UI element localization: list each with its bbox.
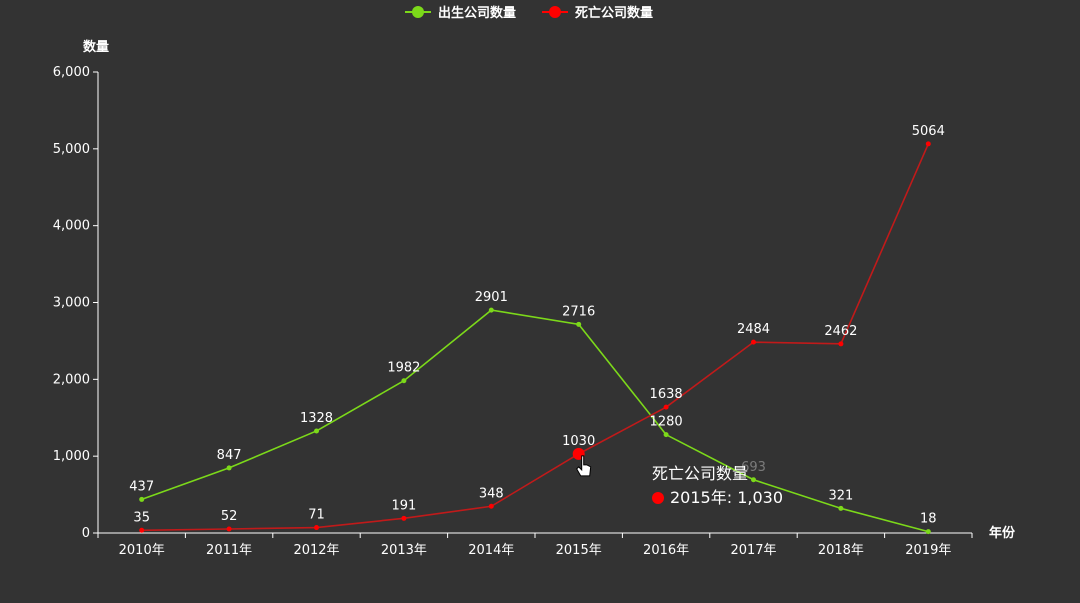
chart-tooltip: 死亡公司数量 2015年: 1,030 (644, 460, 791, 512)
chart-axes: 0 1,000 2,000 3,000 4,000 5,000 6,000 2010年 2011… (53, 65, 973, 558)
data-point[interactable] (576, 321, 582, 327)
data-point[interactable] (401, 378, 407, 384)
data-label: 693 (741, 460, 766, 475)
data-label: 2462 (824, 324, 857, 339)
x-axis-title: 年份 (989, 525, 1016, 541)
data-label: 5064 (912, 124, 945, 139)
x-tick-label: 2013年 (381, 543, 427, 558)
data-point[interactable] (139, 496, 145, 502)
tooltip-row: 2015年: 1,030 (652, 486, 783, 510)
data-point[interactable] (838, 341, 844, 347)
y-tick-label: 0 (82, 526, 90, 541)
data-point[interactable] (751, 339, 756, 345)
legend-label: 死亡公司数量 (575, 5, 653, 21)
y-tick-label: 1,000 (53, 449, 90, 464)
data-label: 52 (221, 509, 238, 524)
data-label: 437 (129, 479, 154, 494)
data-label: 35 (133, 510, 150, 525)
data-point[interactable] (663, 404, 669, 410)
x-tick-label: 2014年 (468, 543, 514, 558)
legend-item[interactable]: 出生公司数量 (405, 5, 516, 21)
data-point[interactable] (925, 141, 931, 147)
series-1 (139, 141, 931, 533)
legend-label: 出生公司数量 (438, 5, 516, 21)
tooltip-value: 2015年: 1,030 (670, 488, 784, 507)
y-axis-title: 数量 (83, 39, 109, 55)
data-label: 348 (479, 486, 504, 501)
data-point[interactable] (226, 465, 232, 471)
y-tick-label: 2,000 (53, 372, 90, 387)
data-point[interactable] (663, 432, 669, 438)
x-tick-label: 2017年 (730, 543, 776, 558)
x-tick-label: 2019年 (905, 543, 951, 558)
tooltip-title: 死亡公司数量 (652, 464, 749, 483)
data-label: 191 (391, 498, 416, 513)
legend-circle-icon (412, 6, 424, 18)
hand-cursor-icon (576, 455, 592, 477)
x-tick-label: 2015年 (556, 543, 602, 558)
data-point[interactable] (925, 529, 931, 535)
y-tick-label: 4,000 (53, 219, 90, 234)
legend-item[interactable]: 死亡公司数量 (542, 5, 653, 21)
y-tick-label: 3,000 (53, 296, 90, 311)
data-point[interactable] (401, 515, 407, 521)
cursor-layer (576, 455, 592, 477)
x-tick-label: 2018年 (818, 543, 864, 558)
data-label: 321 (828, 488, 853, 503)
chart-legend[interactable]: 出生公司数量 死亡公司数量 (405, 5, 653, 21)
data-label: 2484 (737, 322, 770, 337)
y-tick-label: 5,000 (53, 142, 90, 157)
x-tick-label: 2011年 (206, 543, 252, 558)
data-label: 2901 (475, 290, 508, 305)
data-point[interactable] (488, 307, 494, 313)
x-tick-label: 2012年 (293, 543, 339, 558)
x-tick-label: 2016年 (643, 543, 689, 558)
series-layer (139, 141, 931, 535)
x-tick-label: 2010年 (119, 543, 165, 558)
data-label: 1328 (300, 411, 333, 426)
data-label: 71 (308, 508, 325, 523)
data-label: 1982 (387, 361, 420, 376)
data-labels-layer: 437 847 1328 1982 2901 2716 1280 693 321 18 35 52 71… (129, 124, 945, 527)
y-tick-label: 6,000 (53, 65, 90, 80)
data-point[interactable] (314, 525, 319, 531)
data-label: 1638 (650, 387, 683, 402)
data-label: 1030 (562, 434, 595, 449)
data-label: 2716 (562, 304, 595, 319)
data-point[interactable] (139, 527, 145, 533)
data-point[interactable] (751, 477, 756, 483)
series-line (141, 309, 929, 533)
data-point[interactable] (314, 428, 319, 434)
series-line (141, 143, 930, 532)
data-point[interactable] (488, 503, 494, 509)
series-0 (139, 307, 931, 535)
data-point[interactable] (838, 505, 844, 511)
data-point[interactable] (226, 526, 232, 532)
data-label: 847 (217, 448, 242, 463)
data-label: 18 (920, 512, 937, 527)
data-label: 1280 (650, 415, 683, 430)
tooltip-series-dot-icon (652, 492, 664, 504)
legend-circle-icon (549, 6, 561, 18)
